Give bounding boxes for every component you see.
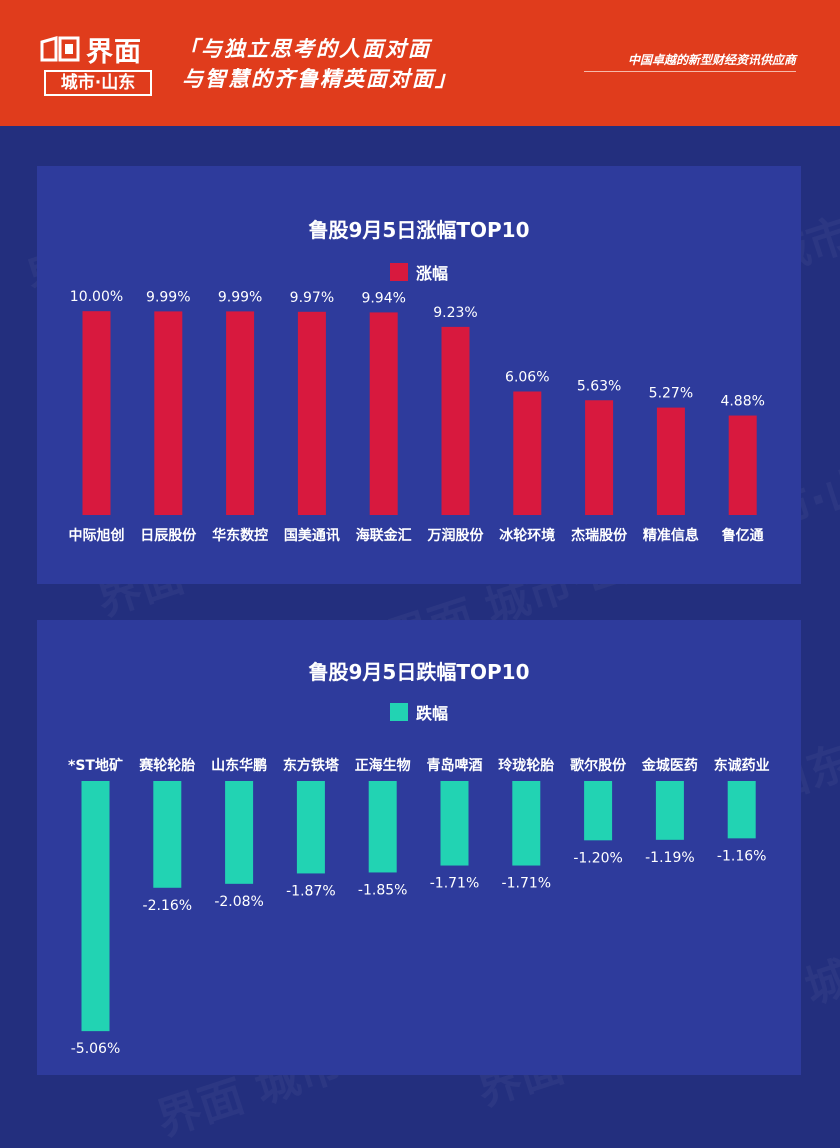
loss-bar (81, 781, 110, 1032)
gain-bar (728, 415, 757, 515)
gain-category-label: 精准信息 (643, 527, 699, 544)
gain-bar (656, 407, 685, 515)
gain-category-label: 万润股份 (427, 527, 485, 544)
loss-category-label: 东方铁塔 (283, 757, 340, 774)
gain-legend-label: 涨幅 (415, 264, 448, 283)
loss-category-label: 青岛啤酒 (427, 757, 483, 774)
gain-value-label: 9.97% (290, 290, 334, 306)
loss-value-label: -1.87% (286, 883, 336, 899)
loss-bar (440, 781, 469, 866)
loss-bar (512, 781, 541, 866)
gain-bar (441, 326, 470, 515)
gain-category-label: 鲁亿通 (721, 527, 764, 544)
loss-bar (655, 781, 684, 840)
gain-value-label: 5.27% (649, 386, 693, 402)
gain-category-label: 日辰股份 (140, 527, 197, 544)
loss-category-label: *ST地矿 (68, 757, 123, 774)
loss-category-label: 歌尔股份 (570, 757, 627, 774)
loss-bar (296, 781, 325, 874)
gain-category-label: 杰瑞股份 (571, 527, 628, 544)
gain-category-label: 国美通讯 (284, 527, 340, 544)
gain-category-label: 华东数控 (212, 527, 268, 544)
gain-bar (369, 312, 398, 515)
loss-category-label: 玲珑轮胎 (498, 757, 554, 774)
gain-value-label: 4.88% (720, 394, 764, 410)
loss-chart-legend: 跌幅 (37, 700, 801, 724)
slogan-line-1: 「与独立思考的人面对面 (178, 37, 431, 61)
loss-legend-label: 跌幅 (415, 704, 448, 723)
loss-value-label: -1.20% (573, 850, 623, 866)
gain-value-label: 10.00% (70, 289, 123, 305)
loss-value-label: -2.08% (214, 894, 264, 910)
loss-chart-title: 鲁股9月5日跌幅TOP10 (308, 660, 530, 684)
loss-value-label: -2.16% (143, 898, 193, 914)
loss-bar (153, 781, 182, 888)
loss-value-label: -1.19% (645, 850, 695, 866)
loss-category-label: 正海生物 (355, 757, 411, 774)
loss-chart-panel: 鲁股9月5日跌幅TOP10 跌幅 -5.06% *ST地矿 -2.16% 赛轮轮胎 -2… (37, 620, 801, 1075)
gain-bar (82, 311, 111, 515)
loss-bar (225, 781, 254, 884)
gain-value-label: 9.94% (361, 290, 405, 306)
logo-mark-icon (38, 36, 82, 62)
gain-chart-svg: 10.00% 中际旭创 9.99% 日辰股份 9.99% 华东数控 9.97% 国美通讯 9.9… (69, 289, 765, 544)
gain-chart-title: 鲁股9月5日涨幅TOP10 (308, 218, 530, 242)
gain-bar (154, 311, 183, 515)
loss-chart-svg: -5.06% *ST地矿 -2.16% 赛轮轮胎 -2.08% 山东华鹏 -1.87% 东方铁… (68, 757, 770, 1057)
loss-bar (584, 781, 613, 841)
loss-bar (368, 781, 397, 873)
loss-value-label: -1.71% (430, 876, 480, 892)
loss-legend-swatch (389, 703, 408, 721)
logo-text: 界面 (86, 36, 142, 68)
gain-category-label: 中际旭创 (69, 527, 125, 544)
loss-category-label: 赛轮轮胎 (138, 757, 195, 774)
gain-value-label: 5.63% (577, 378, 621, 394)
gain-legend-swatch (389, 263, 408, 281)
gain-chart-legend: 涨幅 (37, 260, 801, 284)
tagline-divider (584, 71, 796, 72)
gain-bar (226, 311, 255, 515)
tagline: 中国卓越的新型财经资讯供应商 (627, 53, 796, 67)
loss-value-label: -1.85% (358, 882, 408, 898)
loss-bar (727, 781, 756, 839)
gain-bar (585, 400, 614, 515)
jiemian-logo[interactable]: 界面 城市·山东 (38, 32, 156, 98)
loss-category-label: 山东华鹏 (211, 757, 267, 774)
gain-category-label: 海联金汇 (356, 527, 412, 544)
gain-bar (513, 391, 542, 515)
slogan: 「与独立思考的人面对面 与智慧的齐鲁精英面对面」 (178, 34, 458, 94)
loss-value-label: -1.71% (502, 876, 552, 892)
gain-value-label: 9.99% (146, 289, 190, 305)
loss-value-label: -5.06% (71, 1041, 121, 1057)
loss-value-label: -1.16% (717, 848, 767, 864)
gain-chart-panel: 鲁股9月5日涨幅TOP10 涨幅 10.00% 中际旭创 9.99% 日辰股份 9.99… (37, 166, 801, 584)
slogan-line-2: 与智慧的齐鲁精英面对面」 (182, 67, 458, 91)
gain-category-label: 冰轮环境 (499, 527, 555, 544)
gain-value-label: 9.99% (218, 289, 262, 305)
loss-category-label: 东诚药业 (714, 757, 770, 774)
loss-category-label: 金城医药 (641, 757, 698, 774)
logo-subtitle: 城市·山东 (44, 70, 152, 96)
header-banner: 界面 城市·山东 「与独立思考的人面对面 与智慧的齐鲁精英面对面」 中国卓越的新… (0, 0, 840, 126)
gain-bar (297, 311, 326, 515)
gain-value-label: 9.23% (433, 305, 477, 321)
gain-value-label: 6.06% (505, 369, 549, 385)
